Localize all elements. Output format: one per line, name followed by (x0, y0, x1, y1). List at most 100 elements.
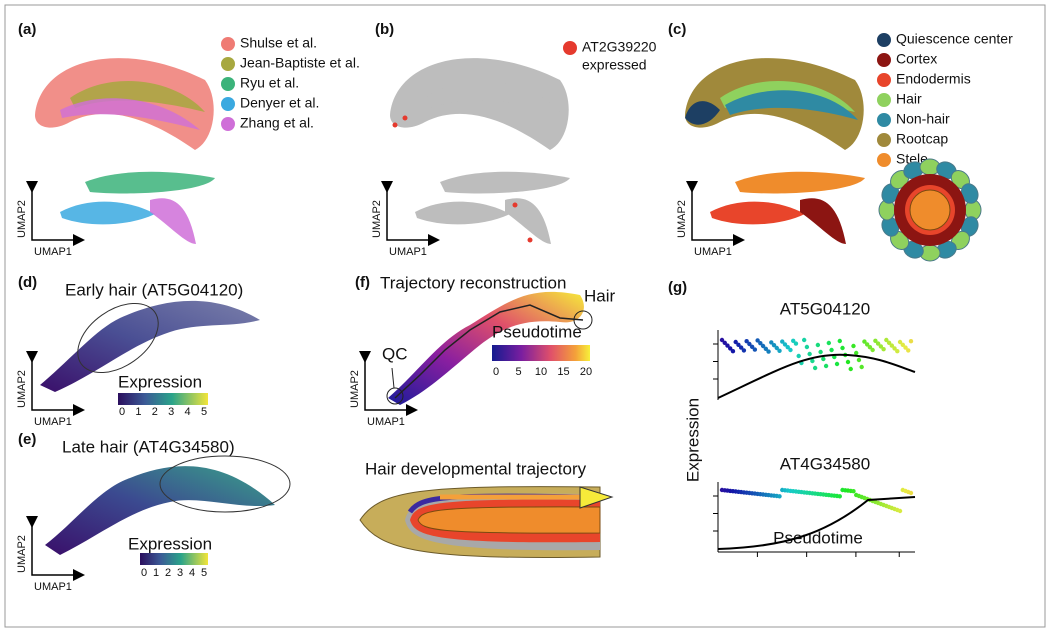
x-axis-label: UMAP1 (34, 416, 72, 428)
x-axis-label: UMAP1 (367, 416, 405, 428)
umap-trajectory (45, 466, 275, 555)
legend-swatch (877, 93, 891, 107)
cell-point (801, 337, 807, 343)
umap-cluster (685, 101, 720, 125)
colorbar-tick-label: 0 (141, 567, 147, 579)
umap-cluster (725, 90, 858, 120)
cell-point (897, 508, 903, 514)
cell-point (725, 343, 730, 348)
cell-point (870, 347, 875, 353)
cell-point (821, 356, 826, 362)
cell-point (758, 341, 763, 346)
colorbar-title: Expression (118, 372, 202, 391)
axis-arrow (26, 351, 85, 416)
umap: UMAP1 UMAP2 (371, 58, 570, 258)
legend-label: expressed (582, 57, 647, 73)
colorbar-tick-label: 5 (201, 567, 207, 579)
cell-point (793, 341, 799, 346)
legend-swatch (221, 117, 235, 131)
colorbar-tick-label: 5 (201, 406, 207, 418)
cell-point (777, 348, 782, 353)
legend-label: Quiescence center (896, 31, 1013, 47)
colorbar (118, 393, 208, 405)
legend-swatch (877, 153, 891, 167)
gene-title: AT5G04120 (780, 299, 870, 318)
colorbar-tick-label: 4 (189, 567, 195, 579)
cell-point (741, 348, 747, 353)
axis-arrow (26, 181, 85, 246)
colorbar-tick-label: 0 (493, 366, 499, 378)
legend-swatch (877, 33, 891, 47)
cell-point (889, 343, 895, 348)
x-axis-label: UMAP1 (389, 246, 427, 258)
cell-point (755, 338, 760, 343)
colorbar-tick-label: 20 (580, 366, 592, 378)
cell-point (881, 347, 886, 352)
axis-arrow (26, 516, 85, 581)
y-axis-label: UMAP2 (16, 370, 28, 408)
umap-cluster (60, 98, 200, 130)
cell-point (774, 345, 779, 351)
trajectory-end-label: Hair (584, 286, 616, 305)
legend-label: Zhang et al. (240, 115, 314, 131)
cell-point (862, 339, 867, 344)
cell-point (892, 346, 897, 351)
panel-label: (d) (18, 274, 37, 291)
cell-point (837, 494, 842, 499)
colorbar-title: Pseudotime (492, 322, 582, 341)
gene-title: AT4G34580 (780, 454, 870, 473)
colorbar-ticks: 0 5 10 15 20 (493, 366, 592, 378)
cell-point (906, 348, 911, 353)
y-axis-label: Expression (683, 398, 702, 482)
colorbar-tick-label: 4 (185, 406, 191, 418)
axis-arrow (359, 351, 418, 416)
expressed-cell (527, 237, 533, 243)
colorbar (140, 553, 208, 565)
cell-point (785, 345, 790, 350)
panel-label: (e) (18, 431, 36, 448)
root-cross-section (878, 158, 982, 262)
umap-cluster (425, 81, 560, 112)
expressed-cell (402, 115, 408, 121)
smoothed-trend (717, 496, 916, 550)
epidermis-ring (878, 158, 982, 262)
cell-point (796, 353, 801, 359)
cell-point (777, 494, 782, 499)
panel-label: (c) (668, 21, 686, 38)
umap-cluster (85, 171, 215, 194)
cell-point (848, 366, 853, 372)
panel-label: (a) (18, 21, 36, 38)
cell-point (752, 347, 758, 352)
cell-point (878, 344, 884, 349)
x-axis-label: UMAP1 (34, 581, 72, 593)
panel-title: Trajectory reconstruction (380, 273, 566, 292)
trajectory-start-label: QC (382, 344, 408, 363)
legend-label: Ryu et al. (240, 75, 299, 91)
cell-point (897, 339, 903, 345)
legend-label: Non-hair (896, 111, 950, 127)
cell-point (749, 344, 755, 349)
cell-point (829, 347, 834, 353)
umap: UMAP1 UMAP2 (16, 58, 215, 258)
umap-cluster (505, 198, 551, 244)
cell-point (810, 358, 815, 364)
cell-point (812, 365, 818, 371)
panel-label: (b) (375, 21, 394, 38)
legend-swatch (221, 77, 235, 91)
stele-layer (417, 506, 601, 534)
umap-cluster (70, 81, 205, 112)
legend-swatch (877, 53, 891, 67)
trajectory-arrow (579, 486, 614, 509)
cell-point (826, 340, 832, 346)
legends: Shulse et al. Jean-Baptiste et al. Ryu et … (221, 31, 1013, 167)
colorbar (492, 345, 590, 361)
legend-label: Jean-Baptiste et al. (240, 55, 360, 71)
cell-point (908, 339, 914, 344)
axis-arrow (686, 181, 745, 246)
cell-point (895, 349, 900, 354)
cell-point (867, 345, 873, 350)
umap-trajectory (388, 291, 584, 405)
colorbar-tick-label: 1 (153, 567, 159, 579)
cell-point (900, 342, 905, 347)
